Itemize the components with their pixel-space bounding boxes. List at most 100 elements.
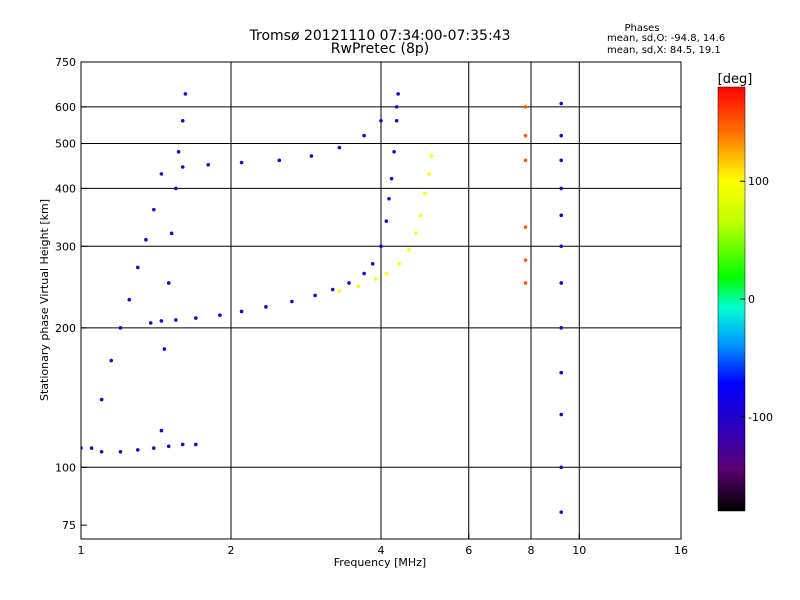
data-point [559, 412, 564, 417]
data-point [159, 319, 164, 323]
data-point [370, 261, 375, 266]
y-tick-label: 300 [55, 240, 76, 253]
data-point [135, 265, 140, 270]
chart-subtitle: RwPretec (8p) [331, 41, 429, 57]
data-point [148, 321, 153, 325]
data-point [218, 313, 222, 317]
data-point [166, 281, 171, 285]
data-point [264, 305, 268, 309]
data-point [152, 207, 156, 212]
y-tick-label: 750 [55, 56, 76, 69]
data-point [166, 444, 171, 449]
data-point [379, 244, 383, 249]
data-point [144, 237, 148, 242]
x-tick-label: 4 [378, 544, 385, 557]
data-point [330, 287, 335, 292]
data-point [392, 149, 396, 154]
data-point [559, 213, 564, 218]
x-axis: 1 2 4 6 8 10 16 [78, 533, 688, 557]
data-point [559, 465, 564, 470]
data-point [109, 358, 114, 363]
data-point [523, 133, 528, 138]
data-point [135, 448, 140, 452]
data-points [81, 92, 564, 514]
x-axis-label: Frequency [MHz] [334, 556, 426, 569]
data-point [313, 293, 317, 298]
data-point [169, 231, 174, 236]
data-point [559, 510, 564, 514]
data-point [559, 133, 564, 138]
data-point [89, 446, 94, 450]
data-point [523, 105, 528, 109]
x-tick-label: 1 [78, 544, 85, 557]
data-point [337, 145, 342, 150]
data-point [152, 446, 156, 450]
data-point [389, 176, 394, 181]
data-point [397, 261, 401, 266]
y-tick-label: 100 [55, 461, 76, 474]
data-point [183, 92, 188, 96]
data-point [559, 370, 564, 375]
data-point [180, 165, 185, 169]
data-point [414, 231, 418, 236]
data-point [394, 118, 399, 123]
data-point [99, 397, 104, 402]
data-point [379, 118, 383, 123]
data-point [194, 316, 198, 320]
stats-heading: Phases [624, 23, 659, 34]
data-point [559, 186, 564, 191]
data-point [347, 281, 351, 285]
x-tick-label: 6 [465, 544, 472, 557]
data-point [427, 172, 432, 176]
data-point [429, 154, 434, 158]
data-point [239, 309, 244, 314]
colorbar-tick-label: -100 [748, 411, 773, 424]
y-tick-label: 600 [55, 101, 76, 114]
data-point [384, 271, 389, 276]
y-tick-label: 75 [62, 519, 76, 532]
data-point [559, 244, 564, 249]
data-point [206, 162, 210, 167]
data-point [559, 326, 564, 330]
y-axis: 75 100 200 300 400 500 600 750 [55, 56, 87, 532]
stats-o-line: mean, sd,O: -94.8, 14.6 [607, 33, 725, 44]
y-tick-label: 400 [55, 182, 76, 195]
data-point [559, 281, 564, 285]
data-point [407, 247, 411, 252]
data-point [362, 133, 366, 138]
data-point [309, 154, 314, 158]
data-point [180, 442, 185, 447]
data-point [176, 149, 181, 154]
colorbar-ticks: 100 0 -100 [740, 175, 773, 424]
data-point [239, 160, 244, 165]
data-point [387, 196, 391, 201]
data-point [423, 191, 427, 196]
y-tick-label: 200 [55, 322, 76, 335]
data-point [373, 277, 378, 281]
data-point [384, 219, 389, 223]
data-point [174, 186, 178, 191]
data-point [559, 158, 564, 163]
data-point [81, 446, 83, 450]
x-tick-label: 10 [572, 544, 586, 557]
colorbar-tick-label: 100 [748, 175, 769, 188]
data-point [194, 442, 198, 447]
data-point [523, 158, 528, 163]
x-tick-label: 16 [674, 544, 688, 557]
x-tick-label: 8 [528, 544, 535, 557]
data-point [290, 299, 294, 304]
y-tick-label: 500 [55, 138, 76, 151]
data-point [362, 271, 366, 276]
data-point [523, 258, 528, 262]
data-point [337, 289, 342, 293]
y-axis-label: Stationary phase Virtual Height [km] [38, 199, 51, 401]
data-point [523, 225, 528, 229]
data-point [559, 101, 564, 106]
data-point [159, 172, 164, 176]
data-point [523, 281, 528, 285]
data-point [174, 318, 178, 322]
data-point [418, 213, 423, 218]
data-point [356, 284, 360, 289]
data-point [118, 326, 123, 330]
